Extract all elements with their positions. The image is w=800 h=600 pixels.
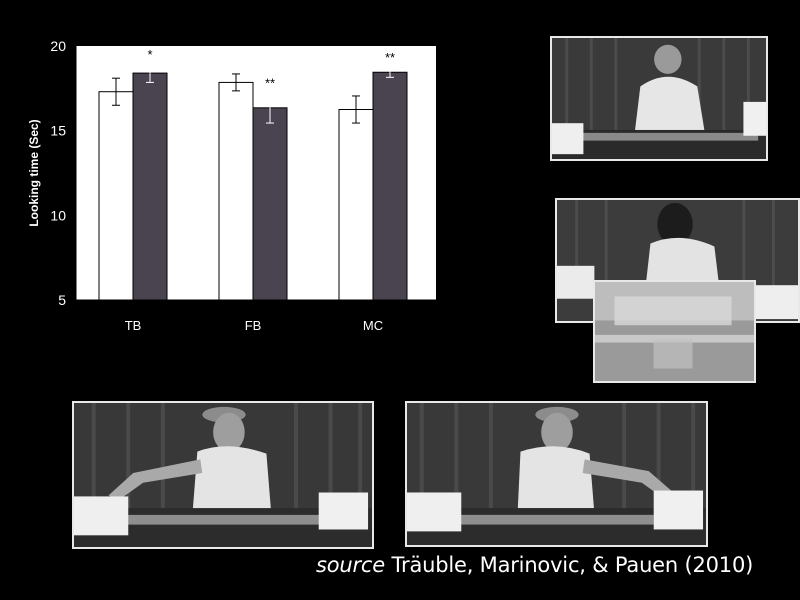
bar <box>338 109 374 301</box>
significance-marker: * <box>147 47 152 62</box>
y-tick-label: 10 <box>50 207 66 223</box>
bar <box>372 71 408 301</box>
y-tick-label: 15 <box>50 123 66 139</box>
bar <box>132 72 168 301</box>
significance-marker: ** <box>385 50 395 65</box>
y-tick-label: 5 <box>58 292 66 308</box>
photo-top-right <box>550 36 768 161</box>
y-axis-label: Looking time (Sec) <box>27 119 41 226</box>
caption-authors: Träuble, Marinovic, & Pauen (2010) <box>385 553 754 577</box>
photo-bottom-middle <box>405 401 708 547</box>
significance-marker: ** <box>265 76 275 91</box>
x-tick-label: TB <box>125 318 142 333</box>
looking-time-bar-chart: 5 10 15 20 Looking time (Sec) TB * FB ** MC ** <box>27 38 436 333</box>
bar <box>98 91 134 301</box>
bar <box>218 81 254 301</box>
photo-middle-right-inset <box>593 280 756 383</box>
x-tick-label: MC <box>363 318 383 333</box>
source-caption: source Träuble, Marinovic, & Pauen (2010… <box>316 553 753 577</box>
y-tick-label: 20 <box>50 38 66 54</box>
bar <box>252 107 288 301</box>
x-tick-label: FB <box>245 318 262 333</box>
caption-source-word: source <box>316 553 385 577</box>
photo-bottom-left <box>72 401 374 549</box>
